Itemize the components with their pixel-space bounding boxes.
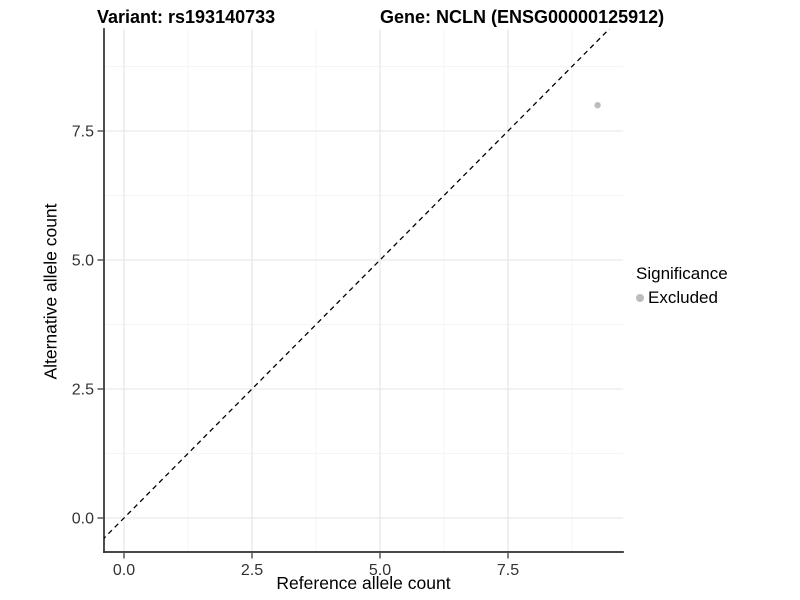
plot-title-variant: Variant: rs193140733 (97, 7, 276, 27)
y-tick-label: 0.0 (72, 511, 94, 528)
axis-ticks (97, 130, 509, 559)
legend-dot-excluded (636, 294, 644, 302)
legend-item-label: Excluded (648, 288, 718, 307)
legend: Significance Excluded (636, 264, 728, 308)
identity-reference-line (104, 29, 611, 540)
legend-title: Significance (636, 264, 728, 283)
major-gridlines (104, 29, 623, 552)
axis-tick-labels: 0.0 2.5 5.0 7.5 0.0 2.5 5.0 7.5 (72, 124, 519, 580)
x-tick-label: 0.0 (113, 562, 135, 579)
y-axis-title: Alternative allele count (40, 203, 61, 380)
plot-title-gene: Gene: NCLN (ENSG00000125912) (380, 7, 665, 27)
legend-item-excluded: Excluded (636, 288, 728, 308)
x-tick-label: 7.5 (497, 562, 519, 579)
y-tick-label: 5.0 (72, 253, 94, 270)
y-tick-label: 7.5 (72, 124, 94, 141)
y-tick-label: 2.5 (72, 382, 94, 399)
scatter-point-excluded (594, 102, 601, 109)
minor-gridlines (104, 29, 623, 552)
x-tick-label: 5.0 (369, 562, 391, 579)
x-axis-title: Reference allele count (276, 573, 451, 593)
x-tick-label: 2.5 (241, 562, 263, 579)
